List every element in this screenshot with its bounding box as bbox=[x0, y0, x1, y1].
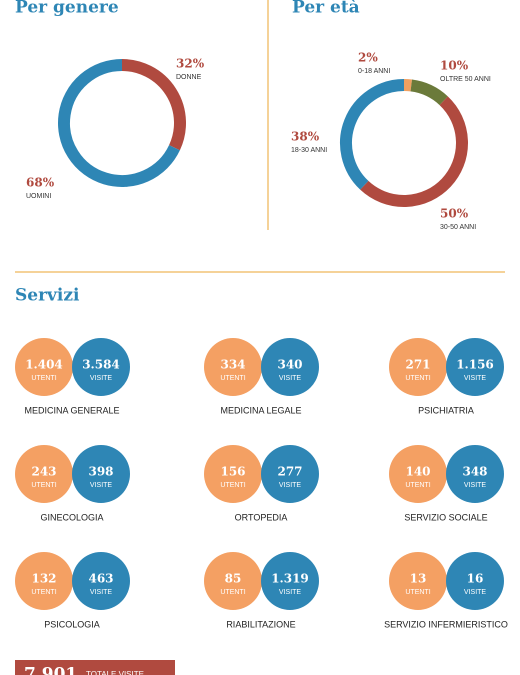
visite-circle bbox=[261, 445, 319, 503]
utenti-label: UTENTI bbox=[31, 375, 56, 382]
utenti-circle bbox=[389, 445, 447, 503]
service-name: PSICOLOGIA bbox=[44, 619, 100, 629]
utenti-label: UTENTI bbox=[220, 375, 245, 382]
visite-value: 348 bbox=[462, 465, 487, 479]
visite-circle bbox=[72, 552, 130, 610]
utenti-value: 140 bbox=[405, 465, 430, 479]
utenti-circle bbox=[204, 338, 262, 396]
category-label: OLTRE 50 ANNI bbox=[440, 76, 491, 83]
utenti-value: 243 bbox=[31, 465, 56, 479]
chart-title: Per genere bbox=[15, 0, 119, 18]
visite-label: VISITE bbox=[464, 375, 487, 382]
visite-value: 340 bbox=[277, 358, 302, 372]
visite-circle bbox=[261, 552, 319, 610]
utenti-circle bbox=[204, 552, 262, 610]
visite-label: VISITE bbox=[279, 375, 302, 382]
visite-value: 463 bbox=[88, 572, 113, 586]
utenti-label: UTENTI bbox=[405, 375, 430, 382]
service-name: RIABILITAZIONE bbox=[226, 619, 295, 629]
service-name: MEDICINA GENERALE bbox=[24, 405, 119, 415]
pie-segment bbox=[58, 59, 180, 187]
visite-value: 277 bbox=[277, 465, 302, 479]
visite-value: 16 bbox=[467, 572, 484, 586]
visite-circle bbox=[261, 338, 319, 396]
total-value: 7.901 bbox=[24, 665, 77, 675]
visite-value: 398 bbox=[88, 465, 113, 479]
utenti-label: UTENTI bbox=[31, 589, 56, 596]
category-label: UOMINI bbox=[26, 193, 51, 200]
utenti-label: UTENTI bbox=[220, 589, 245, 596]
utenti-circle bbox=[15, 338, 73, 396]
chart-title: Per età bbox=[292, 0, 360, 18]
utenti-value: 1.404 bbox=[25, 358, 63, 372]
service-name: ORTOPEDIA bbox=[235, 512, 288, 522]
visite-circle bbox=[446, 338, 504, 396]
utenti-value: 132 bbox=[31, 572, 56, 586]
visite-label: VISITE bbox=[279, 482, 302, 489]
pie-segment bbox=[410, 79, 448, 106]
visite-label: VISITE bbox=[90, 589, 113, 596]
service-name: GINECOLOGIA bbox=[40, 512, 103, 522]
total-box bbox=[15, 660, 175, 675]
utenti-circle bbox=[389, 552, 447, 610]
value-label: 38% bbox=[291, 130, 320, 144]
utenti-circle bbox=[389, 338, 447, 396]
visite-circle bbox=[72, 445, 130, 503]
visite-label: VISITE bbox=[90, 375, 113, 382]
visite-circle bbox=[72, 338, 130, 396]
visite-label: VISITE bbox=[279, 589, 302, 596]
service-name: MEDICINA LEGALE bbox=[220, 405, 301, 415]
category-label: 30-50 ANNI bbox=[440, 224, 476, 231]
value-label: 32% bbox=[176, 57, 205, 71]
utenti-circle bbox=[15, 445, 73, 503]
value-label: 2% bbox=[358, 51, 378, 65]
service-name: SERVIZIO INFERMIERISTICO bbox=[384, 619, 508, 629]
pie-segment bbox=[340, 79, 405, 190]
pie-segment bbox=[121, 59, 186, 151]
section-title: Servizi bbox=[15, 286, 80, 306]
visite-circle bbox=[446, 445, 504, 503]
utenti-label: UTENTI bbox=[405, 482, 430, 489]
total-label: TOTALE VISITE bbox=[86, 670, 144, 675]
utenti-value: 156 bbox=[220, 465, 245, 479]
service-name: SERVIZIO SOCIALE bbox=[404, 512, 487, 522]
utenti-circle bbox=[15, 552, 73, 610]
visite-label: VISITE bbox=[90, 482, 113, 489]
visite-value: 1.319 bbox=[271, 572, 309, 586]
utenti-label: UTENTI bbox=[220, 482, 245, 489]
value-label: 50% bbox=[440, 207, 469, 221]
utenti-value: 13 bbox=[410, 572, 427, 586]
service-name: PSICHIATRIA bbox=[418, 405, 474, 415]
category-label: 0-18 ANNI bbox=[358, 68, 390, 75]
visite-label: VISITE bbox=[464, 482, 487, 489]
value-label: 10% bbox=[440, 59, 469, 73]
visite-value: 3.584 bbox=[82, 358, 120, 372]
visite-circle bbox=[446, 552, 504, 610]
category-label: DONNE bbox=[176, 74, 202, 81]
visite-label: VISITE bbox=[464, 589, 487, 596]
pie-segment bbox=[360, 96, 468, 207]
utenti-value: 271 bbox=[405, 358, 430, 372]
value-label: 68% bbox=[26, 176, 55, 190]
visite-value: 1.156 bbox=[456, 358, 494, 372]
utenti-circle bbox=[204, 445, 262, 503]
utenti-value: 85 bbox=[225, 572, 242, 586]
utenti-label: UTENTI bbox=[405, 589, 430, 596]
utenti-label: UTENTI bbox=[31, 482, 56, 489]
utenti-value: 334 bbox=[220, 358, 245, 372]
category-label: 18-30 ANNI bbox=[291, 147, 327, 154]
